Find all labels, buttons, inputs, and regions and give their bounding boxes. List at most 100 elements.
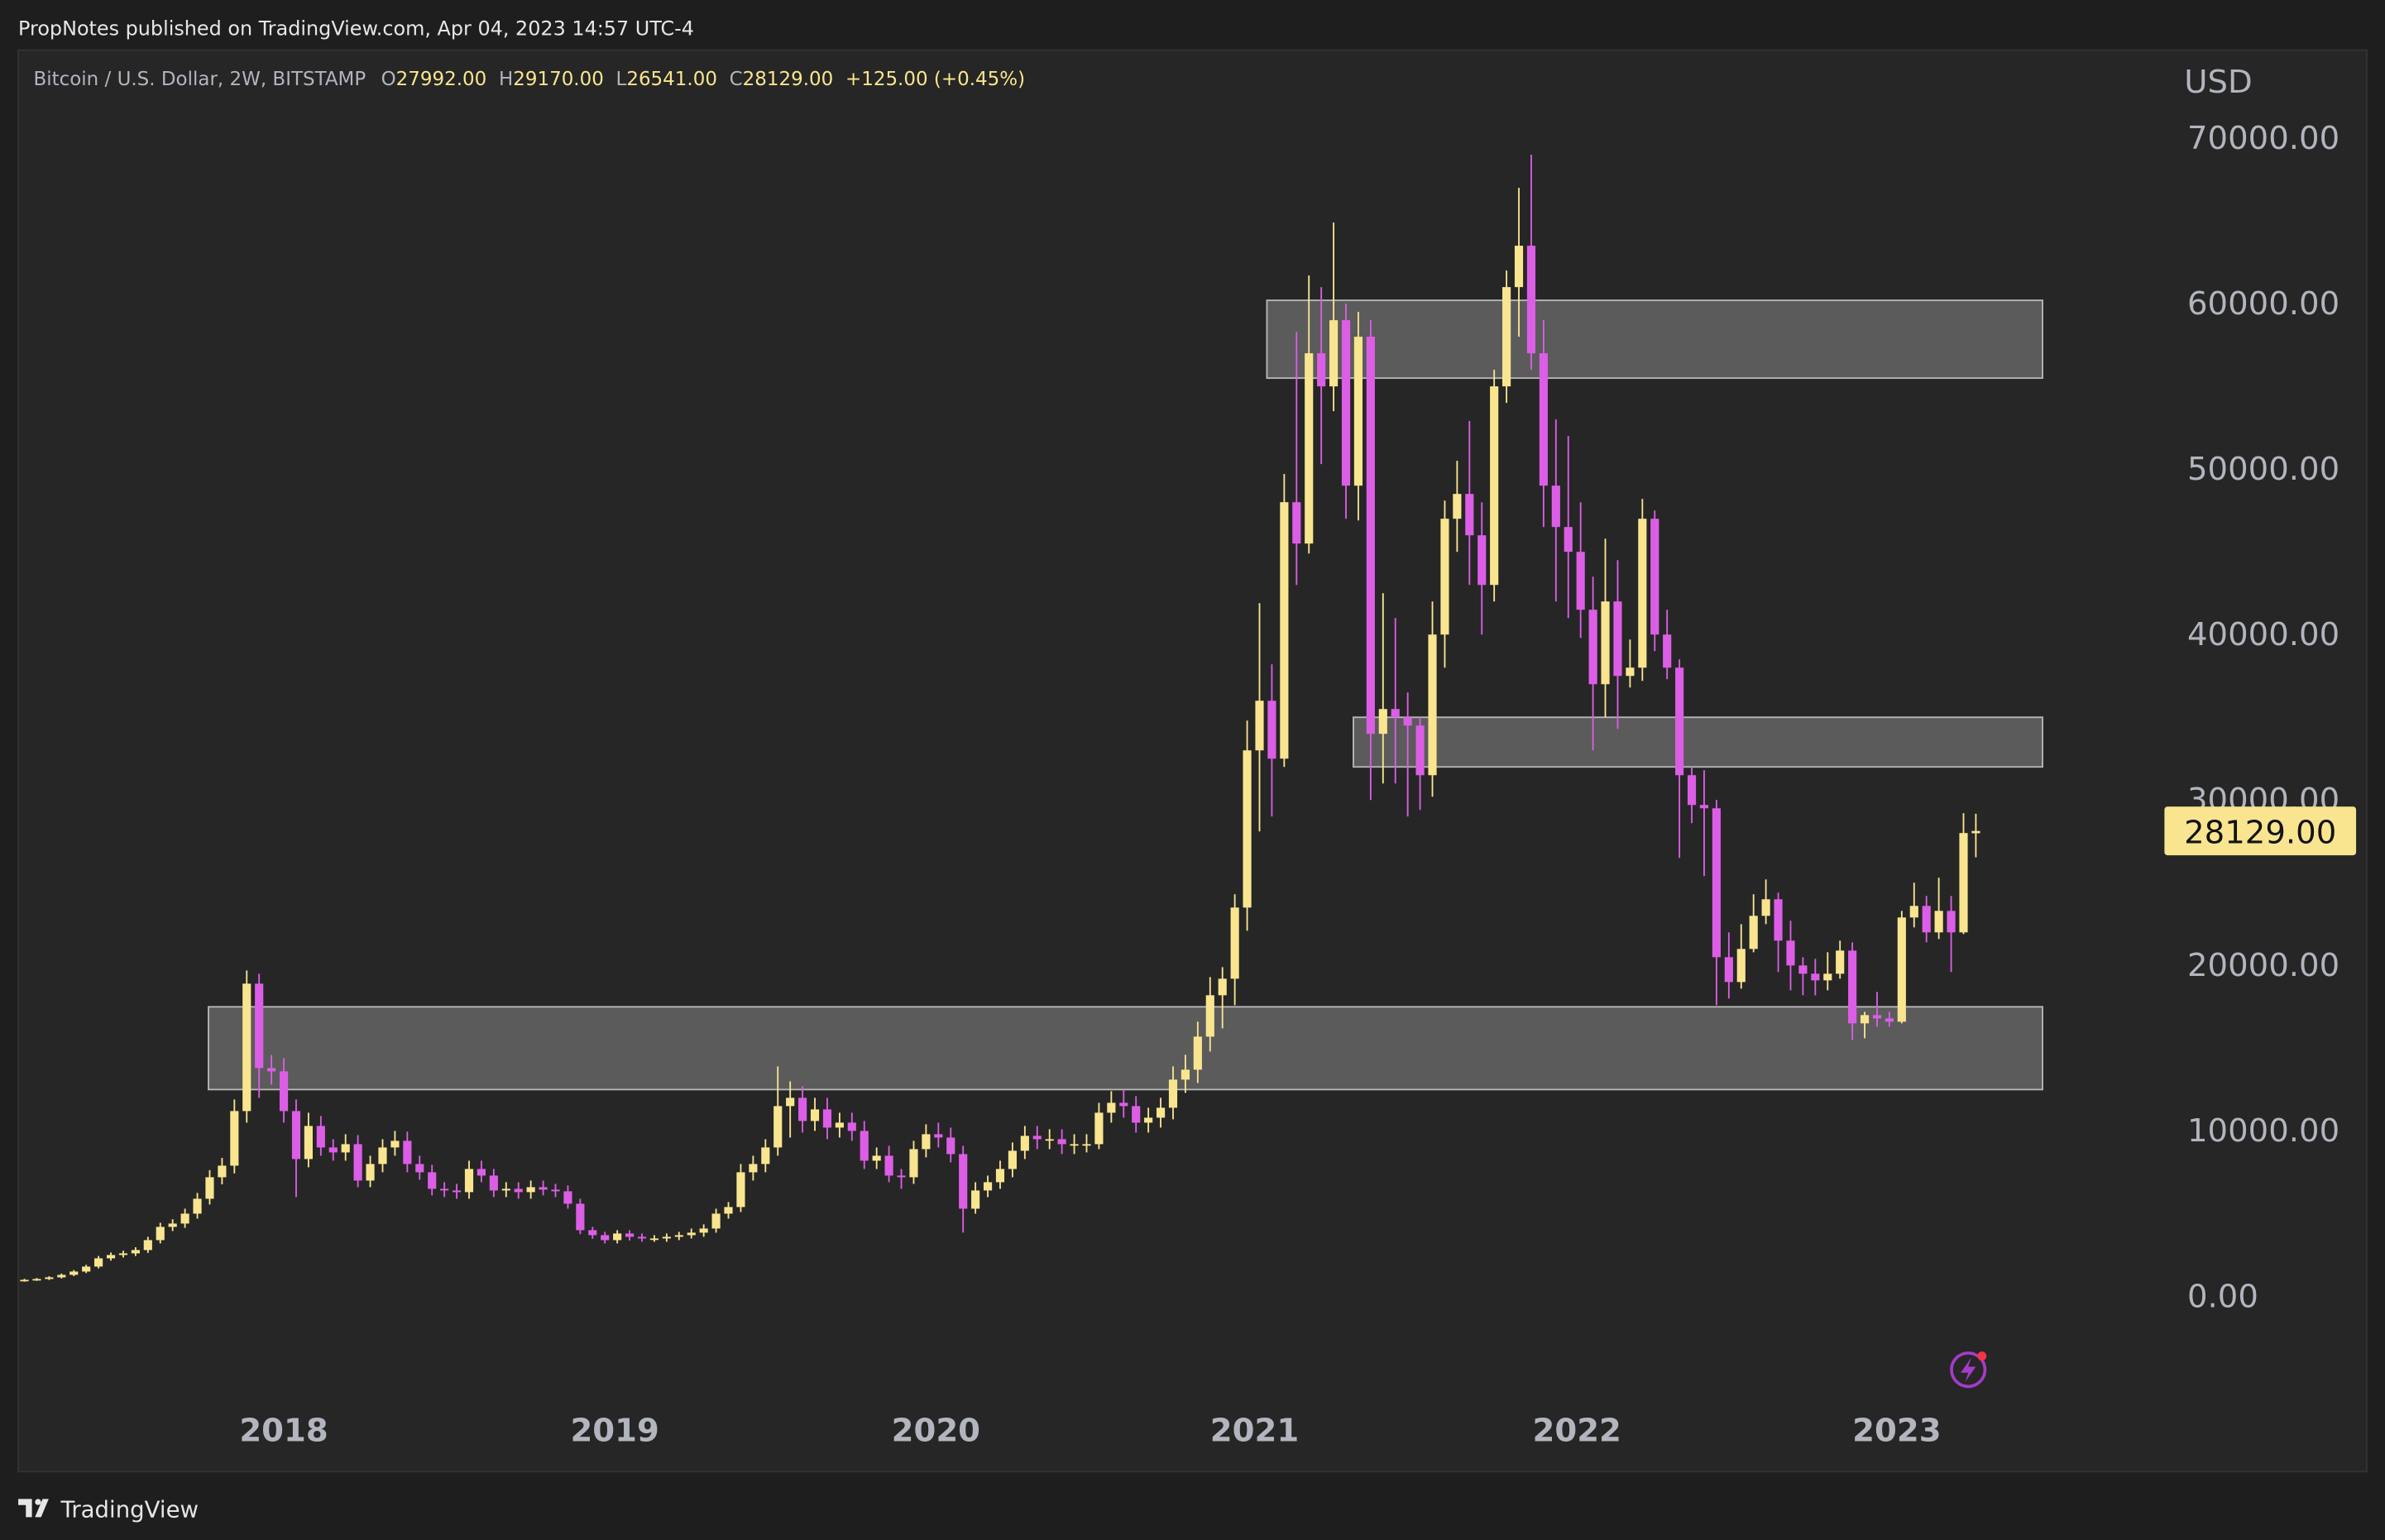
candle-body	[366, 1164, 375, 1181]
candle-body	[32, 1279, 41, 1281]
candle-body	[1243, 750, 1252, 908]
candle-body	[143, 1240, 152, 1251]
candle-body	[1107, 1102, 1116, 1113]
y-tick-label: 0.00	[2187, 1278, 2258, 1315]
y-tick-label: 70000.00	[2187, 120, 2340, 157]
plot-area: 0.0010000.0020000.0030000.0040000.005000…	[20, 120, 2357, 1450]
candle-body	[835, 1122, 844, 1128]
candle-body	[1564, 527, 1573, 552]
candle-body	[1490, 386, 1499, 586]
candle-body	[1675, 667, 1684, 776]
price-zone	[1266, 299, 2043, 380]
candle-body	[1860, 1015, 1870, 1024]
high-label: H	[499, 69, 513, 90]
candle-body	[1872, 1015, 1882, 1019]
candle-body	[971, 1190, 980, 1209]
candle-body	[1280, 502, 1289, 759]
candle-body	[1638, 519, 1647, 668]
change: +125.00 (+0.45%)	[845, 69, 1025, 90]
candle-body	[106, 1255, 116, 1259]
candle-body	[1465, 494, 1474, 536]
candle-body	[1453, 494, 1462, 519]
candle-body	[180, 1213, 189, 1224]
candle-body	[1514, 246, 1524, 288]
candle-body	[378, 1147, 387, 1165]
candle-body	[341, 1144, 350, 1153]
candle-body	[1761, 899, 1770, 916]
candle-body	[1428, 634, 1437, 776]
candle-body	[786, 1098, 795, 1107]
candle-body	[489, 1175, 498, 1191]
x-tick-label: 2023	[1852, 1413, 1941, 1450]
candle-body	[1749, 916, 1758, 949]
candle-body	[526, 1187, 535, 1193]
candle-body	[847, 1122, 856, 1131]
candle-body	[563, 1191, 572, 1204]
candle-body	[168, 1223, 177, 1227]
candle-body	[94, 1258, 103, 1267]
candle-body	[514, 1188, 523, 1193]
lightning-icon[interactable]	[1950, 1351, 1987, 1389]
candle-body	[1526, 246, 1536, 354]
candle-body	[649, 1238, 659, 1241]
price-zone	[208, 1006, 2043, 1091]
footer-logo: TradingView	[18, 1495, 199, 1523]
candle-body	[477, 1169, 486, 1176]
candle-body	[1020, 1136, 1029, 1151]
candle-body	[1317, 353, 1326, 387]
candle-body	[576, 1203, 585, 1231]
candle-body	[1378, 709, 1387, 734]
icon-ring	[1950, 1351, 1987, 1389]
candle-body	[539, 1187, 548, 1190]
candle-body	[1391, 709, 1400, 718]
candle-body	[736, 1172, 745, 1208]
x-tick-label: 2021	[1210, 1413, 1299, 1450]
candle-body	[1329, 320, 1339, 387]
candle-body	[872, 1155, 881, 1161]
candle-body	[1539, 353, 1548, 486]
candle-body	[884, 1155, 893, 1176]
icon-bolt	[1961, 1357, 1976, 1382]
candle-body	[390, 1141, 400, 1148]
candle-body	[1205, 995, 1214, 1037]
candle-body	[1736, 949, 1746, 983]
candle-body	[1008, 1150, 1017, 1169]
candle-body	[1168, 1079, 1178, 1108]
candle-body	[1292, 502, 1301, 544]
candle-body	[773, 1106, 783, 1148]
candle-body	[1181, 1069, 1190, 1080]
candle-body	[1947, 911, 1956, 933]
candle-body	[328, 1147, 338, 1153]
candle-body	[959, 1154, 968, 1209]
x-tick-label: 2018	[239, 1413, 328, 1450]
candle-body	[1119, 1102, 1128, 1107]
y-tick-label: 10000.00	[2187, 1112, 2340, 1150]
candle-body	[304, 1126, 313, 1160]
candle-body	[193, 1198, 202, 1214]
candle-body	[983, 1182, 993, 1191]
candle-body	[1057, 1139, 1066, 1145]
candle-body	[1551, 485, 1560, 528]
candle-body	[267, 1068, 276, 1072]
candle-body	[1305, 353, 1314, 544]
candle-body	[724, 1207, 733, 1214]
candle-body	[415, 1164, 424, 1173]
low-label: L	[616, 69, 627, 90]
candle-body	[1415, 725, 1425, 776]
candle-body	[946, 1137, 955, 1155]
candle-body	[1922, 906, 1931, 933]
candle-body	[1885, 1018, 1894, 1022]
candle-body	[637, 1236, 647, 1239]
candle-body	[1045, 1139, 1054, 1141]
candle-body	[1724, 957, 1733, 983]
candle-body	[1613, 601, 1622, 677]
candle-body	[1440, 519, 1449, 635]
candle-body	[588, 1230, 597, 1236]
candle-body	[255, 983, 264, 1069]
candle-body	[1934, 911, 1943, 933]
y-tick-label: 60000.00	[2187, 285, 2340, 323]
candle-body	[749, 1164, 758, 1173]
published-line: PropNotes published on TradingView.com, …	[18, 17, 694, 40]
candle-body	[218, 1165, 227, 1178]
close-label: C	[730, 69, 743, 90]
